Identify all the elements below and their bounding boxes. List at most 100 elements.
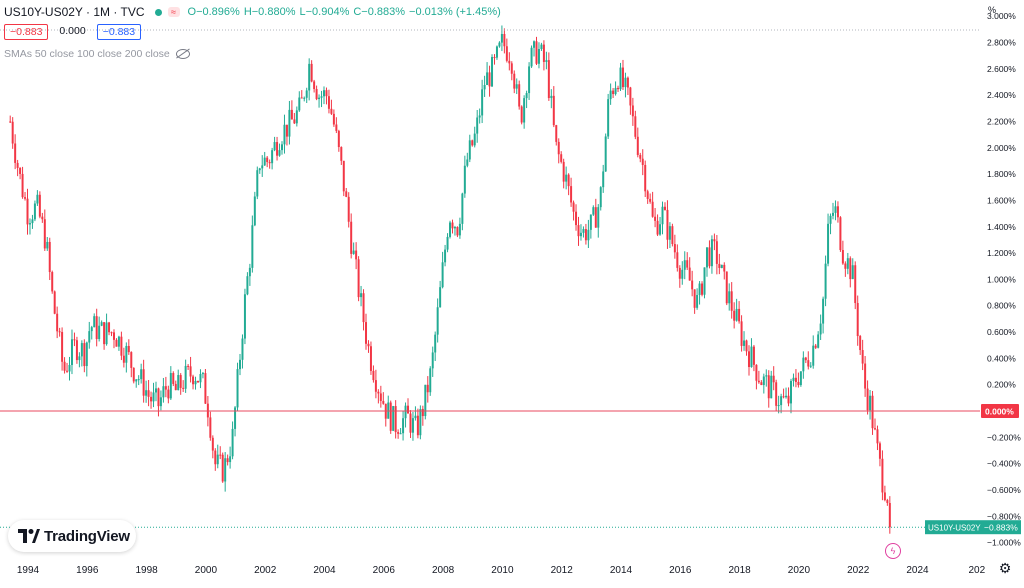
candle-body (157, 388, 160, 407)
candle-body (162, 386, 165, 398)
candle-body (624, 77, 627, 88)
y-axis-background (980, 0, 1024, 583)
x-tick-label: 2006 (373, 565, 396, 576)
candle-body (142, 369, 145, 396)
candle-body (839, 217, 842, 250)
candle-body (389, 402, 392, 431)
hidden-eye-icon[interactable] (175, 49, 190, 59)
buy-button[interactable]: −0.883 (96, 24, 142, 40)
candle-body (533, 41, 536, 48)
candle-body (831, 212, 834, 216)
candle-body (201, 373, 204, 375)
candle-body (510, 63, 513, 74)
sell-button[interactable]: −0.883 (4, 24, 49, 40)
candle-body (617, 87, 620, 90)
candle-body (560, 154, 563, 162)
candle-body (547, 60, 550, 99)
candle-body (644, 164, 647, 192)
candle-body (461, 193, 464, 224)
candle-body (471, 140, 474, 146)
candle-body (646, 191, 649, 199)
candle-body (231, 428, 234, 457)
candle-body (634, 116, 637, 137)
y-tick-label: 2.800% (987, 38, 1016, 48)
candle-body (421, 408, 424, 417)
candle-body (342, 160, 345, 192)
tradingview-logo-icon (18, 529, 40, 543)
candle-body (819, 323, 822, 335)
candle-body (755, 364, 758, 381)
candle-body (315, 89, 318, 100)
symbol-price-badge (925, 520, 981, 535)
candle-body (881, 458, 884, 493)
candle-body (424, 384, 427, 417)
candle-body (372, 370, 375, 381)
candle-body (765, 375, 768, 377)
candle-body (760, 382, 763, 386)
candle-body (797, 381, 800, 386)
candle-body (651, 201, 654, 217)
y-tick-label: 2.600% (987, 64, 1016, 74)
x-tick-label: 1994 (17, 565, 40, 576)
candle-body (582, 229, 585, 233)
gear-icon[interactable]: ⚙ (998, 560, 1012, 576)
candle-body (211, 437, 214, 451)
candle-body (411, 418, 414, 433)
lightning-icon[interactable]: ϟ (885, 543, 901, 559)
indicator-row: SMAs 50 close 100 close 200 close (4, 46, 501, 62)
candle-body (379, 393, 382, 401)
compare-icon[interactable]: ≈ (167, 7, 180, 17)
candle-body (775, 382, 778, 406)
indicator-label[interactable]: SMAs 50 close 100 close 200 close (4, 48, 170, 60)
candle-body (629, 87, 632, 106)
x-tick-label: 1996 (76, 565, 99, 576)
candle-body (594, 207, 597, 228)
candle-body (219, 454, 222, 456)
legend-ohlc-row: US10Y-US02Y · 1M · TVC ≈ O−0.896% H−0.88… (4, 4, 501, 20)
candle-body (132, 367, 135, 382)
candle-body (767, 375, 770, 399)
candle-body (481, 89, 484, 116)
candle-body (105, 322, 108, 345)
candle-body (458, 223, 461, 236)
candle-body (135, 379, 138, 382)
candle-body (251, 225, 254, 268)
candle-body (402, 418, 405, 434)
candle-body (792, 377, 795, 381)
open-value: O−0.896% (187, 6, 240, 18)
candle-body (636, 136, 639, 155)
y-tick-label: 1.800% (987, 169, 1016, 179)
candle-body (488, 72, 491, 87)
candle-body (829, 215, 832, 224)
last-price-badge (981, 520, 1021, 535)
candle-body (194, 380, 197, 385)
candle-body (253, 196, 256, 226)
candle-body (337, 130, 340, 148)
last-price-label: −0.883% (984, 523, 1018, 533)
candle-body (53, 291, 56, 314)
candle-body (799, 371, 802, 386)
tradingview-logo[interactable]: TradingView (8, 520, 136, 552)
symbol-title[interactable]: US10Y-US02Y · 1M · TVC (4, 5, 145, 19)
candle-body (515, 84, 518, 89)
candle-body (268, 162, 271, 164)
candle-body (752, 346, 755, 365)
candle-body (626, 77, 629, 88)
candle-body (325, 90, 328, 97)
market-status-icon[interactable] (154, 8, 162, 16)
candle-body (293, 119, 296, 124)
candle-body (824, 263, 827, 299)
spread-value: 0.000 (59, 25, 86, 37)
x-tick-label: 2020 (788, 565, 811, 576)
candle-body (117, 336, 120, 347)
candle-body (174, 383, 177, 391)
candles-group (9, 25, 891, 534)
candle-body (671, 226, 674, 245)
candle-body (164, 386, 167, 390)
candle-body (631, 105, 634, 117)
candle-body (355, 250, 358, 260)
candle-body (196, 380, 199, 383)
candle-body (283, 124, 286, 145)
